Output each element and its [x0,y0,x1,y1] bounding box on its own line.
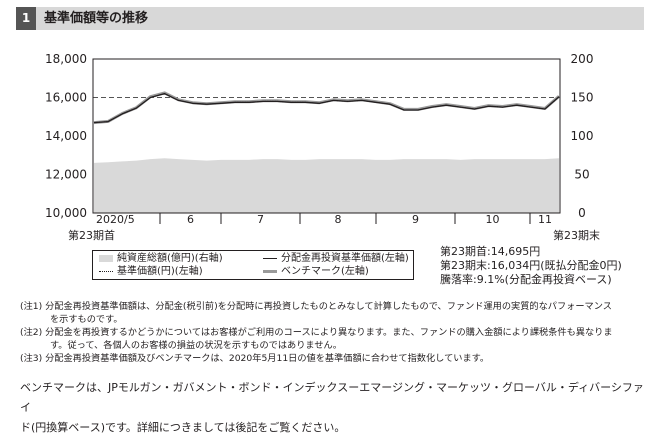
y-right-tick-label: 100 [571,129,594,143]
benchmark-line-2: ド(円換算ベース)です。詳細につきましては後記をご覧ください。 [20,421,346,434]
section-header: 1 基準価額等の推移 [16,7,644,30]
x-tick-label: 11 [538,213,552,226]
x-tick-label: 7 [257,213,264,226]
y-left-tick-label: 16,000 [45,91,87,105]
y-left-tick-label: 14,000 [45,129,87,143]
y-right-tick-label: 200 [571,52,594,66]
summary-change: 騰落率:9.1%(分配金再投資ベース) [440,273,612,286]
x-tick-label: 9 [412,213,419,226]
x-start-label: 第23期首 [68,228,115,242]
x-end-label: 第23期末 [553,228,600,242]
plot-frame [92,58,561,214]
x-tick-label: 2020/5 [96,213,135,226]
price-chart: 18,00016,00014,00012,00010,0002001501005… [45,52,600,242]
legend-label: 分配金再投資基準価額(左軸) [281,253,409,264]
benchmark-description: ベンチマークは、JPモルガン・ガバメント・ボンド・インデックスーエマージング・マ… [20,378,644,438]
legend-swatch-benchmark [263,270,277,273]
x-tick-label: 6 [187,213,194,226]
benchmark-line-1: ベンチマークは、JPモルガン・ガバメント・ボンド・インデックスーエマージング・マ… [20,381,644,414]
section-title: 基準価額等の推移 [44,11,149,26]
summary-end: 第23期末:16,034円(既払分配金0円) [440,259,622,272]
legend-label: 純資産総額(億円)(右軸) [117,253,223,264]
y-left-tick-label: 12,000 [45,168,87,182]
period-summary: 第23期首:14,695円 第23期末:16,034円(既払分配金0円) 騰落率… [440,245,622,287]
note-1a: (注1) 分配金再投資基準価額は、分配金(税引前)を分配時に再投資したものとみな… [20,301,612,312]
x-tick-label: 8 [335,213,342,226]
summary-start: 第23期首:14,695円 [440,245,541,258]
section-number: 1 [16,7,36,30]
y-right-tick-label: 150 [571,91,594,105]
series-reinvested-line [93,92,560,124]
legend-swatch-line [263,258,277,259]
x-tick-label: 10 [486,213,500,226]
note-3: (注3) 分配金再投資基準価額及びベンチマークは、2020年5月11日の値を基準… [20,353,490,364]
legend-label: ベンチマーク(左軸) [281,266,369,277]
y-left-tick-label: 10,000 [45,206,87,220]
legend-swatch-dotted [99,271,113,272]
note-2a: (注2) 分配金を再投資するかどうかについてはお客様がご利用のコースにより異なり… [20,327,613,338]
y-left-tick-label: 18,000 [45,52,87,66]
series-net-assets-area [94,158,559,213]
notes: (注1) 分配金再投資基準価額は、分配金(税引前)を分配時に再投資したものとみな… [20,300,644,365]
y-right-tick-label: 0 [578,206,586,220]
note-2b: す。従って、各個人のお客様の損益の状況を示すものではありません。 [50,340,342,351]
note-1b: を示すものです。 [50,314,123,325]
legend-swatch-area [99,255,113,262]
chart-legend: 純資産総額(億円)(右軸) 分配金再投資基準価額(左軸) 基準価額(円)(左軸)… [92,250,414,280]
legend-label: 基準価額(円)(左軸) [117,266,203,277]
y-right-tick-label: 50 [574,168,589,182]
